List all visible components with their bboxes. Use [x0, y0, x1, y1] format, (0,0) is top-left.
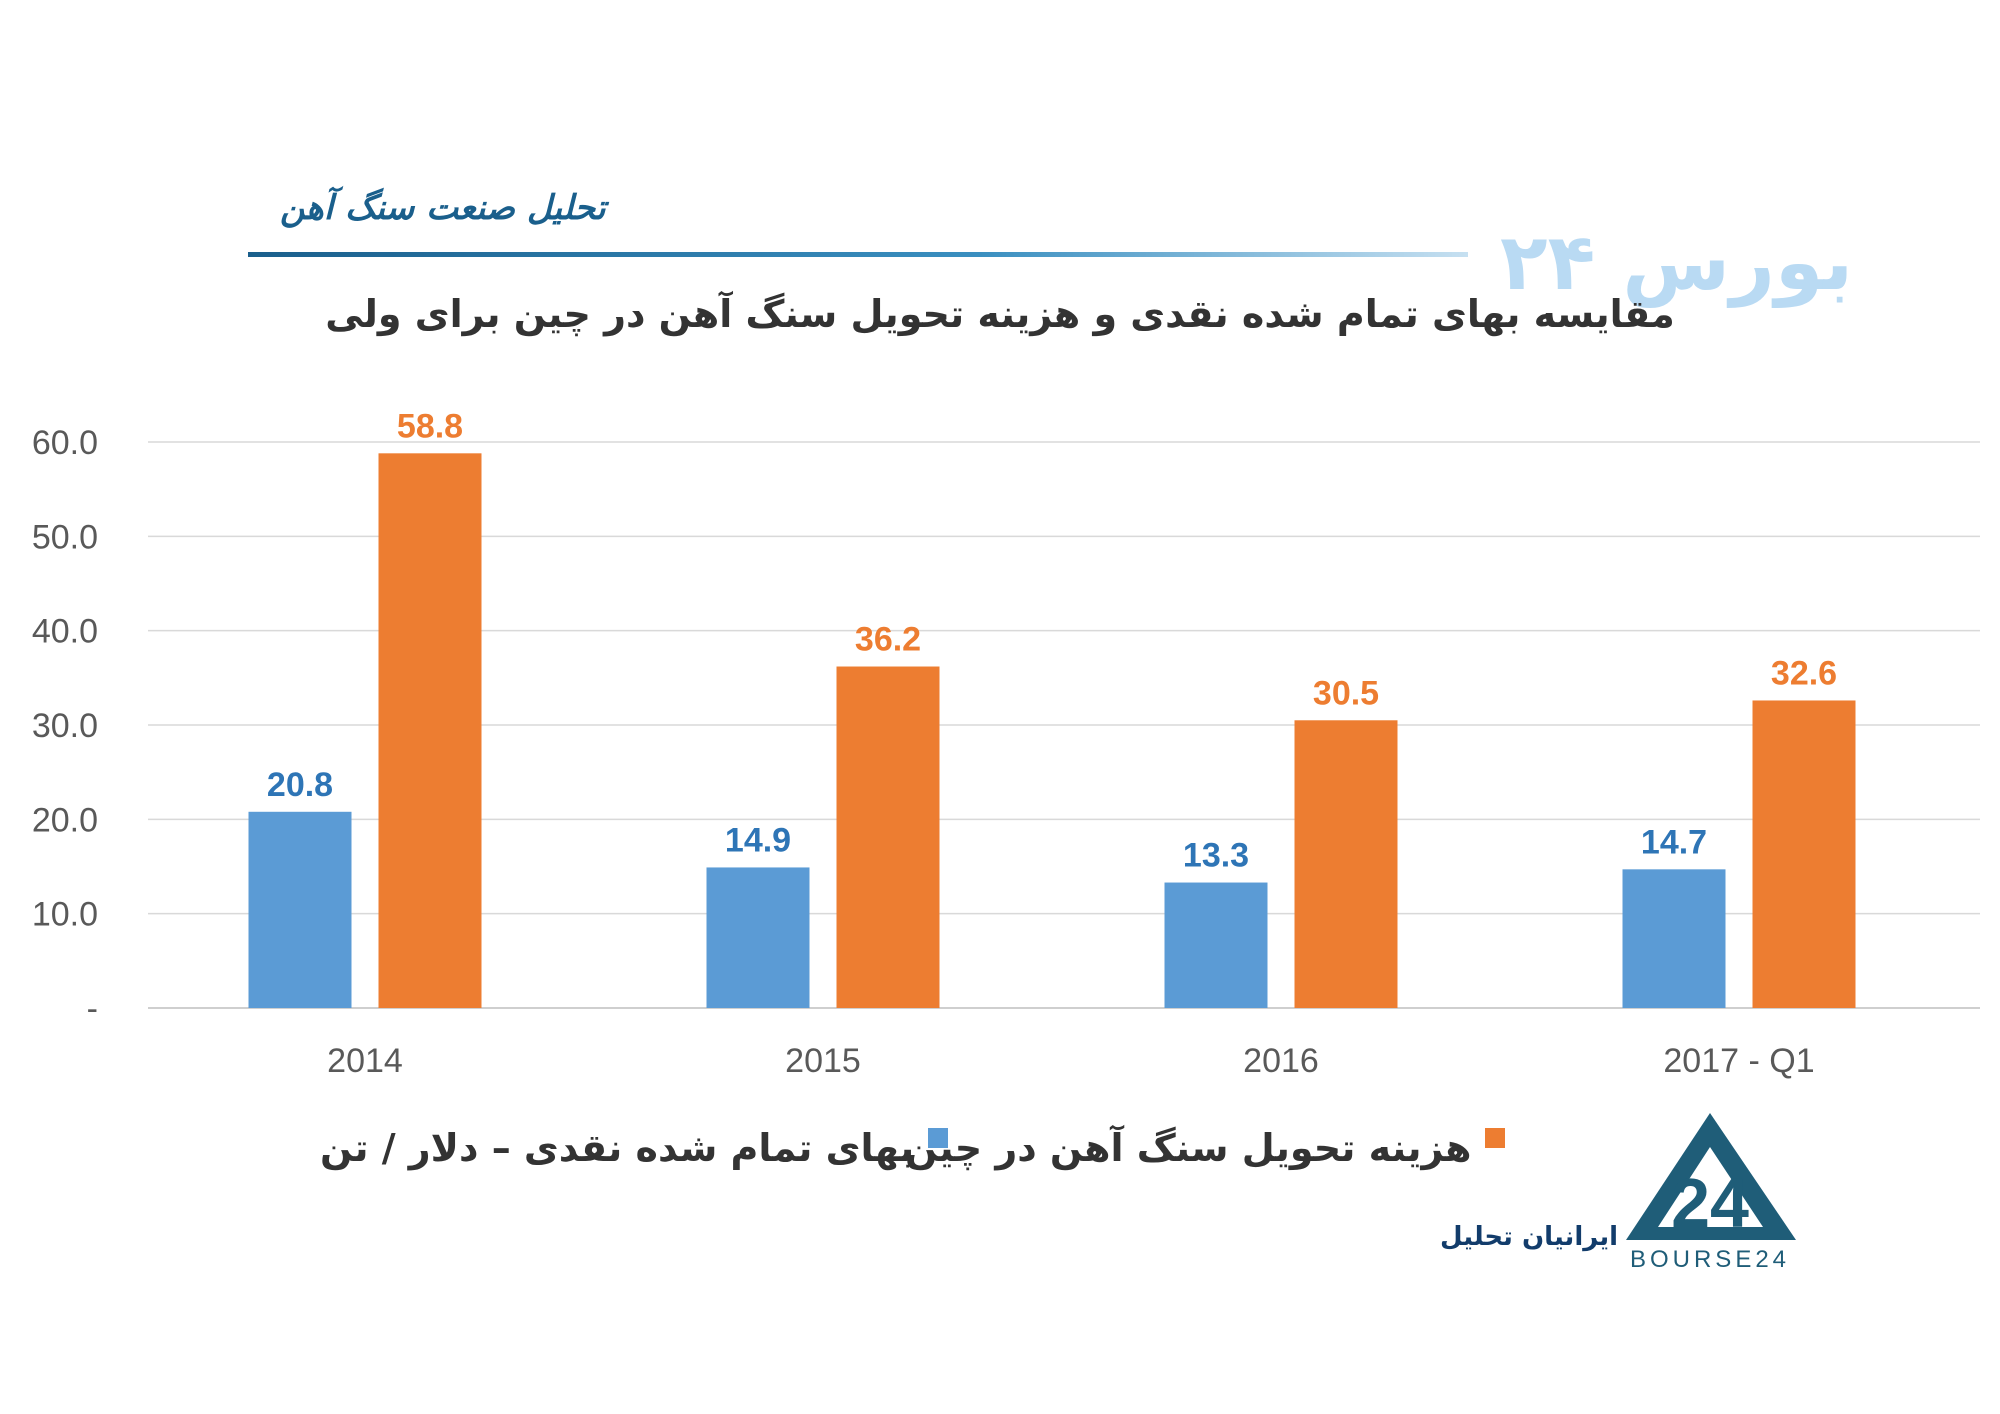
- legend-item-cash-cost: بهای تمام شده نقدی – دلار / تن: [320, 1120, 949, 1176]
- y-tick-label: 50.0: [32, 518, 98, 556]
- bar: [1752, 700, 1856, 1008]
- y-tick-label: -: [87, 990, 98, 1028]
- y-tick-label: 20.0: [32, 801, 98, 839]
- y-tick-label: 10.0: [32, 896, 98, 934]
- bar: [378, 453, 482, 1008]
- data-label: 14.7: [1641, 823, 1707, 861]
- data-label: 20.8: [267, 766, 333, 804]
- logo-mark: 24: [1671, 1164, 1749, 1242]
- footer-brand: ایرانیان تحلیل: [1440, 1222, 1619, 1252]
- header-rule: [248, 252, 1468, 257]
- y-tick-label: 30.0: [32, 707, 98, 745]
- logo-wordmark: BOURSE24: [1630, 1246, 1790, 1273]
- bar: [836, 666, 940, 1008]
- data-label: 30.5: [1313, 674, 1379, 712]
- data-label: 32.6: [1771, 654, 1837, 692]
- x-tick-label: 2017 - Q1: [1663, 1042, 1814, 1080]
- bar: [1294, 720, 1398, 1008]
- y-tick-label: 60.0: [32, 424, 98, 462]
- x-tick-label: 2015: [785, 1042, 861, 1080]
- data-label: 36.2: [855, 621, 921, 659]
- bar: [248, 811, 352, 1008]
- legend-swatch-orange: [1485, 1128, 1506, 1148]
- legend-label-delivery-cost: هزینه تحویل سنگ آهن در چین: [905, 1126, 1472, 1170]
- bourse24-logo: 24 BOURSE24: [1626, 1113, 1796, 1273]
- watermark: بورس ۲۴: [1500, 218, 1854, 308]
- y-tick-label: 40.0: [32, 613, 98, 651]
- legend-label-cash-cost: بهای تمام شده نقدی – دلار / تن: [320, 1126, 915, 1170]
- legend-swatch-blue: [928, 1128, 949, 1148]
- bar: [1622, 869, 1726, 1008]
- section-title: تحلیل صنعت سنگ آهن: [280, 188, 606, 228]
- data-label: 14.9: [725, 821, 791, 859]
- data-label: 58.8: [397, 407, 463, 445]
- x-tick-label: 2014: [327, 1042, 403, 1080]
- chart-title: مقایسه بهای تمام شده نقدی و هزینه تحویل …: [325, 292, 1675, 336]
- bar: [1164, 882, 1268, 1008]
- data-label: 13.3: [1183, 837, 1249, 875]
- x-tick-label: 2016: [1243, 1042, 1319, 1080]
- legend-item-delivery-cost: هزینه تحویل سنگ آهن در چین: [905, 1120, 1506, 1176]
- bar: [706, 867, 810, 1008]
